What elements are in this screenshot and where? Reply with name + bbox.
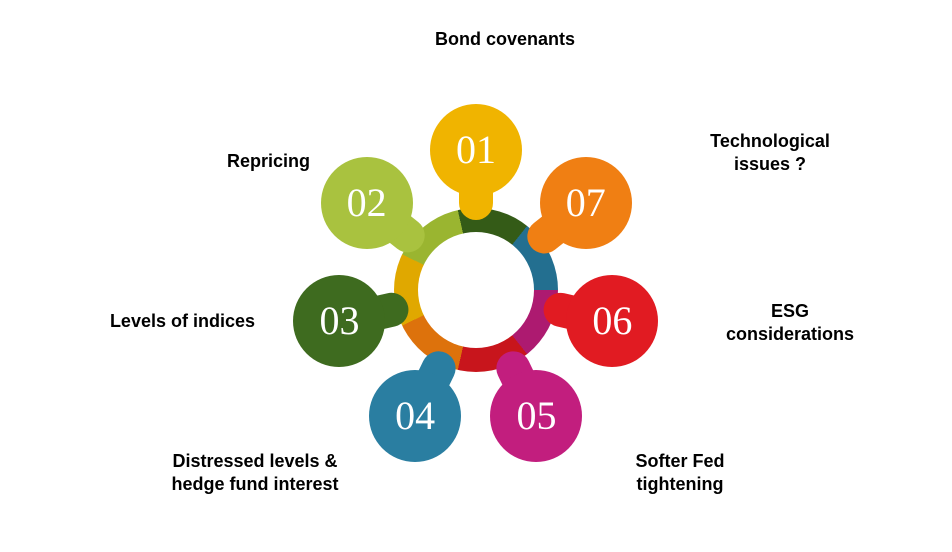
petal-bulb-02: 02 [321,157,413,249]
petal-bulb-04: 04 [369,370,461,462]
petal-label-01: Bond covenants [405,28,605,51]
petal-label-03: Levels of indices [85,310,255,333]
petal-bulb-05: 05 [490,370,582,462]
petal-label-02: Repricing [190,150,310,173]
petal-number-03: 03 [319,301,359,341]
petal-number-06: 06 [592,301,632,341]
radial-infographic: 01 Bond covenants 02 Repricing 03 Levels of i… [0,0,952,552]
petal-number-01: 01 [456,130,496,170]
petal-number-04: 04 [395,396,435,436]
petal-bulb-07: 07 [540,157,632,249]
petal-bulb-03: 03 [293,275,385,367]
hub-core [418,232,534,348]
petal-label-06: ESG considerations [700,300,880,345]
petal-label-04: Distressed levels & hedge fund interest [145,450,365,495]
petal-number-02: 02 [347,183,387,223]
petal-bulb-06: 06 [566,275,658,367]
petal-number-07: 07 [566,183,606,223]
petal-number-05: 05 [516,396,556,436]
petal-label-07: Technological issues ? [680,130,860,175]
petal-label-05: Softer Fed tightening [600,450,760,495]
petal-bulb-01: 01 [430,104,522,196]
